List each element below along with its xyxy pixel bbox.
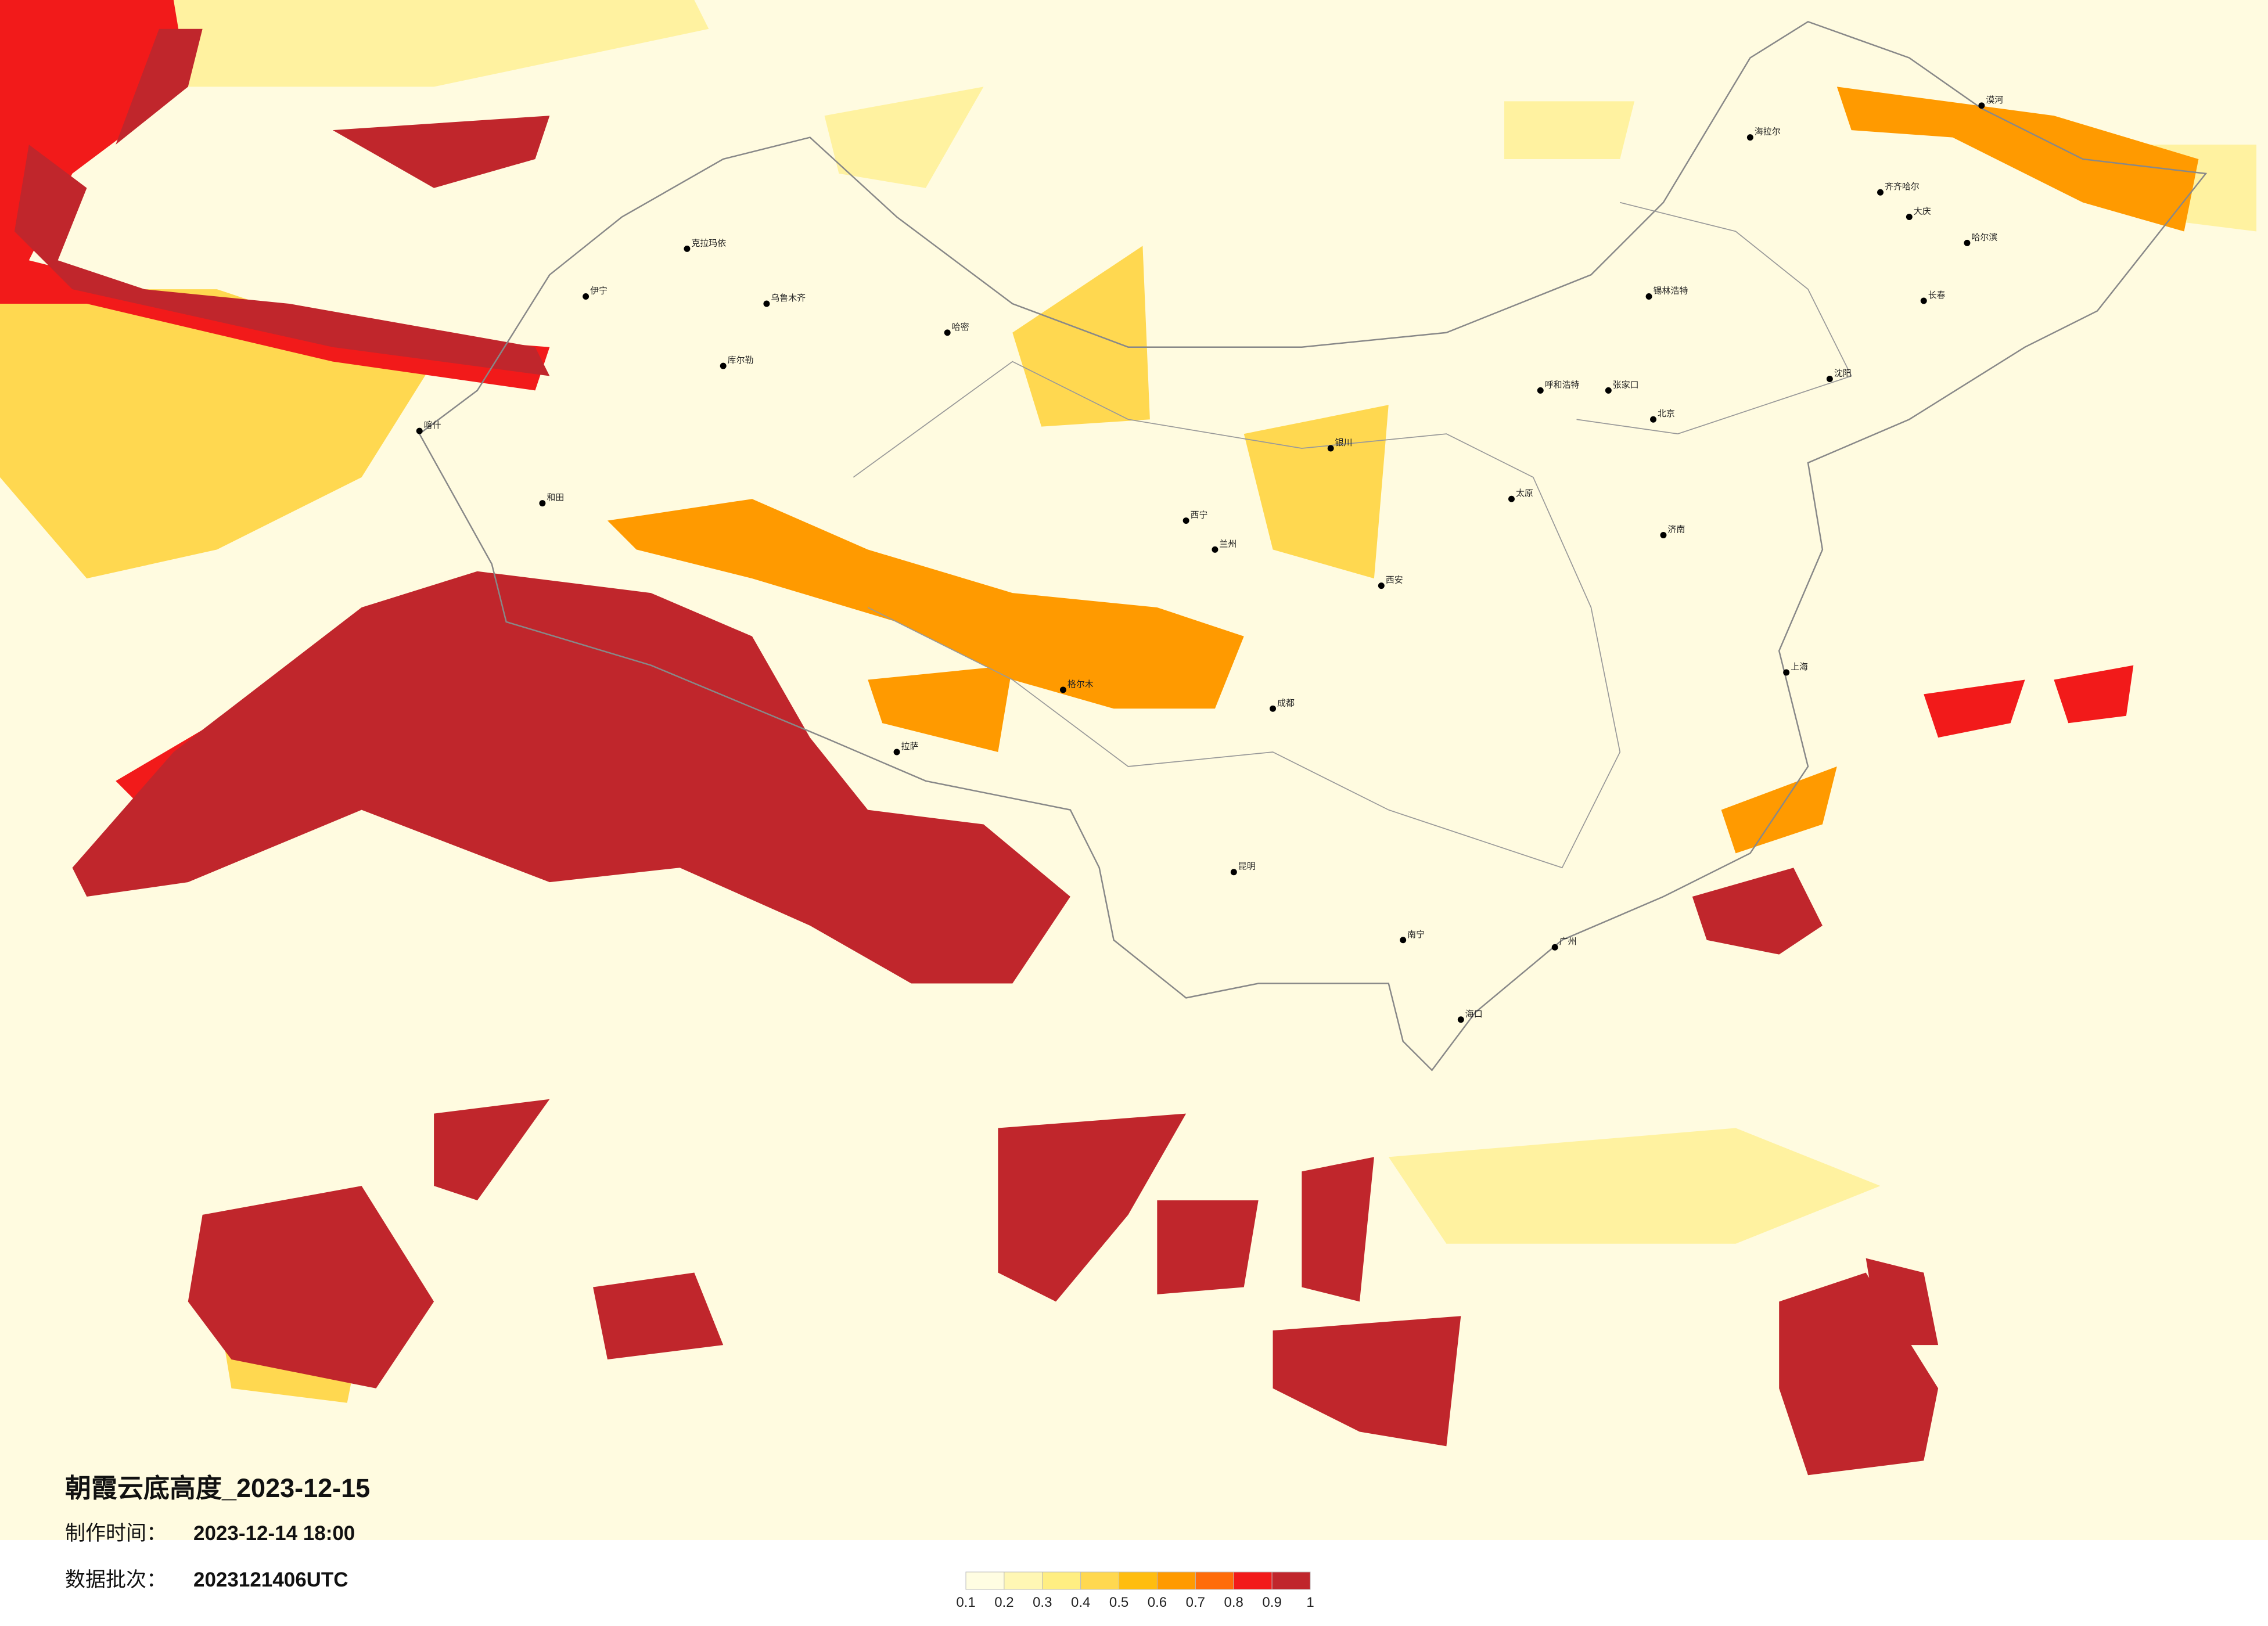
city-dot <box>893 749 900 756</box>
city-dot <box>720 362 727 369</box>
city-label: 银川 <box>1335 438 1353 448</box>
city-dot <box>1508 495 1515 502</box>
colorbar-box <box>1004 1571 1043 1590</box>
city-dot <box>1645 293 1652 300</box>
city-label: 格尔木 <box>1067 679 1094 689</box>
city-label: 伊宁 <box>590 286 608 296</box>
city-label: 和田 <box>547 493 564 503</box>
province-border <box>853 361 1621 869</box>
city-dot <box>1877 189 1884 196</box>
batch-label: 数据批次： <box>65 1569 167 1591</box>
cloud-extreme <box>14 28 1939 1476</box>
city-label: 张家口 <box>1613 380 1639 390</box>
colorbar-box <box>1119 1571 1158 1590</box>
colorbar-box <box>1156 1571 1196 1590</box>
city-dot <box>1605 387 1612 394</box>
colorbar-tick-label: 0.2 <box>994 1595 1013 1610</box>
city-dot <box>1230 869 1237 876</box>
city-label: 锡林浩特 <box>1654 286 1688 296</box>
colorbar-tick-label: 0.4 <box>1071 1595 1090 1610</box>
city-dot <box>1746 134 1753 141</box>
colorbar-box <box>1080 1571 1120 1590</box>
city-dot <box>1059 686 1066 693</box>
city-label: 沈阳 <box>1834 369 1852 379</box>
made-time: 2023-12-14 18:00 <box>193 1522 355 1545</box>
city-label: 大庆 <box>1914 207 1931 217</box>
city-label: 西安 <box>1386 575 1403 585</box>
city-dot <box>1212 546 1219 553</box>
city-label: 乌鲁木齐 <box>771 293 806 303</box>
batch: 2023121406UTC <box>193 1569 348 1591</box>
city-label: 上海 <box>1791 662 1808 672</box>
city-label: 拉萨 <box>901 742 919 751</box>
city-label: 太原 <box>1516 488 1533 498</box>
colorbar-box <box>1042 1571 1081 1590</box>
city-dot <box>1327 445 1334 452</box>
city-dot <box>684 245 691 252</box>
city-label: 成都 <box>1277 698 1295 708</box>
city-dot <box>583 293 590 300</box>
colorbar-box <box>1271 1571 1311 1590</box>
city-dot <box>1660 531 1667 538</box>
city-dot <box>1964 239 1971 246</box>
city-label: 西宁 <box>1191 510 1208 520</box>
city-label: 兰州 <box>1219 539 1237 549</box>
colorbar-tick-label: 0.5 <box>1109 1595 1128 1610</box>
city-dot <box>1378 582 1385 589</box>
city-label: 北京 <box>1658 409 1675 419</box>
country-border <box>418 20 2208 1071</box>
title: 朝霞云底高度_2023-12-15 <box>65 1473 370 1503</box>
colorbar-tick-label: 0.9 <box>1262 1595 1281 1610</box>
city-dot <box>944 329 951 336</box>
colorbar-tick-label: 1 <box>1306 1595 1314 1610</box>
city-dot <box>1537 387 1544 394</box>
colorbar-tick-label: 0.1 <box>956 1595 975 1610</box>
city-label: 广州 <box>1559 937 1577 947</box>
colorbar: 0.1 0.2 0.3 0.4 0.5 0.6 0.7 0.8 0.9 1 <box>956 1571 1314 1610</box>
province-border <box>1576 202 1852 435</box>
city-label: 哈密 <box>952 322 969 332</box>
colorbar-tick-label: 0.8 <box>1224 1595 1243 1610</box>
city-label: 济南 <box>1667 524 1685 534</box>
city-dot <box>1826 376 1833 382</box>
city-dot <box>1978 102 1985 109</box>
city-label: 呼和浩特 <box>1545 380 1580 390</box>
city-label: 哈尔滨 <box>1971 232 1997 242</box>
city-label: 漠河 <box>1986 95 2003 105</box>
city-dot <box>1270 705 1277 712</box>
city-dot <box>1182 517 1189 524</box>
city-dot <box>1400 937 1407 944</box>
city-dot <box>1457 1016 1464 1023</box>
city-label: 库尔勒 <box>728 355 754 365</box>
colorbar-box <box>1233 1571 1273 1590</box>
city-dot <box>539 500 546 507</box>
city-label: 喀什 <box>424 420 441 430</box>
city-dot <box>1551 944 1558 951</box>
city-label: 海拉尔 <box>1755 127 1781 137</box>
city-dot <box>1906 214 1913 221</box>
colorbar-box <box>1195 1571 1234 1590</box>
city-label: 昆明 <box>1238 862 1256 872</box>
city-dot <box>1650 416 1657 423</box>
city-dot <box>1783 669 1790 676</box>
city-dot <box>763 300 770 307</box>
city-dot <box>416 427 423 434</box>
city-dot <box>1920 297 1927 304</box>
colorbar-tick-label: 0.6 <box>1148 1595 1167 1610</box>
city-label: 海口 <box>1465 1009 1483 1019</box>
city-label: 南宁 <box>1407 930 1425 940</box>
city-label: 齐齐哈尔 <box>1885 182 1920 192</box>
city-label: 克拉玛依 <box>691 238 726 248</box>
colorbar-box <box>965 1571 1005 1590</box>
city-label: 长春 <box>1928 290 1946 300</box>
made-time-label: 制作时间： <box>65 1522 167 1545</box>
colorbar-tick-label: 0.3 <box>1033 1595 1052 1610</box>
colorbar-tick-label: 0.7 <box>1186 1595 1205 1610</box>
